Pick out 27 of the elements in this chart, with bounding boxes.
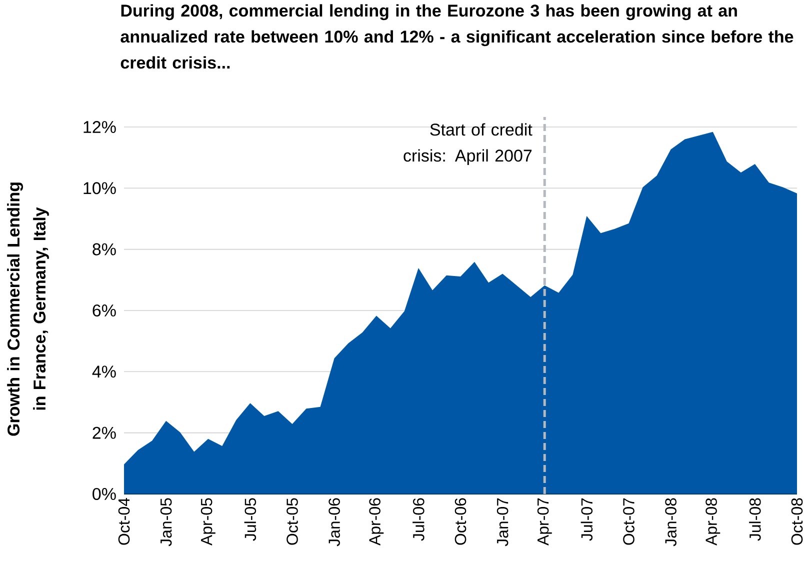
y-tick-label: 4% <box>92 366 116 378</box>
x-tick-label: Jul-07 <box>580 498 593 541</box>
x-tick-label: Oct-08 <box>791 498 803 545</box>
y-tick-label: 12% <box>84 121 116 133</box>
y-tick-label: 10% <box>84 182 116 194</box>
ref-line-label: Start of credit crisis: April 2007 <box>404 123 532 166</box>
x-tick-label: Jan-06 <box>328 498 340 546</box>
x-tick-label: Jan-08 <box>665 498 676 546</box>
x-tick-label: Oct-06 <box>454 498 466 545</box>
x-tick-label: Apr-08 <box>706 498 720 546</box>
x-tick-label: Apr-06 <box>369 498 384 546</box>
x-tick-label: Jul-06 <box>412 498 424 541</box>
x-tick-label: Jan-07 <box>496 498 508 546</box>
x-tick-label: Jan-05 <box>160 498 172 546</box>
y-tick-label: 8% <box>92 243 116 256</box>
x-tick-label: Oct-07 <box>623 498 634 545</box>
y-axis-title: Growth in Commercial Lending in France, Germany, Italy <box>7 182 49 436</box>
x-tick-label: Oct-04 <box>118 498 130 545</box>
y-tick-label: 0% <box>92 488 116 500</box>
x-tick-label: Jul-05 <box>244 498 256 541</box>
x-tick-label: Apr-07 <box>537 498 552 546</box>
y-tick-label: 2% <box>92 426 116 439</box>
chart-title: During 2008, commercial lending in the Eurozone 3 has been growing at an annualized rate between 10% and 12% - a significant acceleration since before the credit crisis... <box>120 4 794 69</box>
x-tick-label: Jul-08 <box>749 498 761 541</box>
x-tick-label: Apr-05 <box>200 498 216 546</box>
y-tick-label: 6% <box>92 304 116 317</box>
x-tick-label: Oct-05 <box>286 498 298 545</box>
